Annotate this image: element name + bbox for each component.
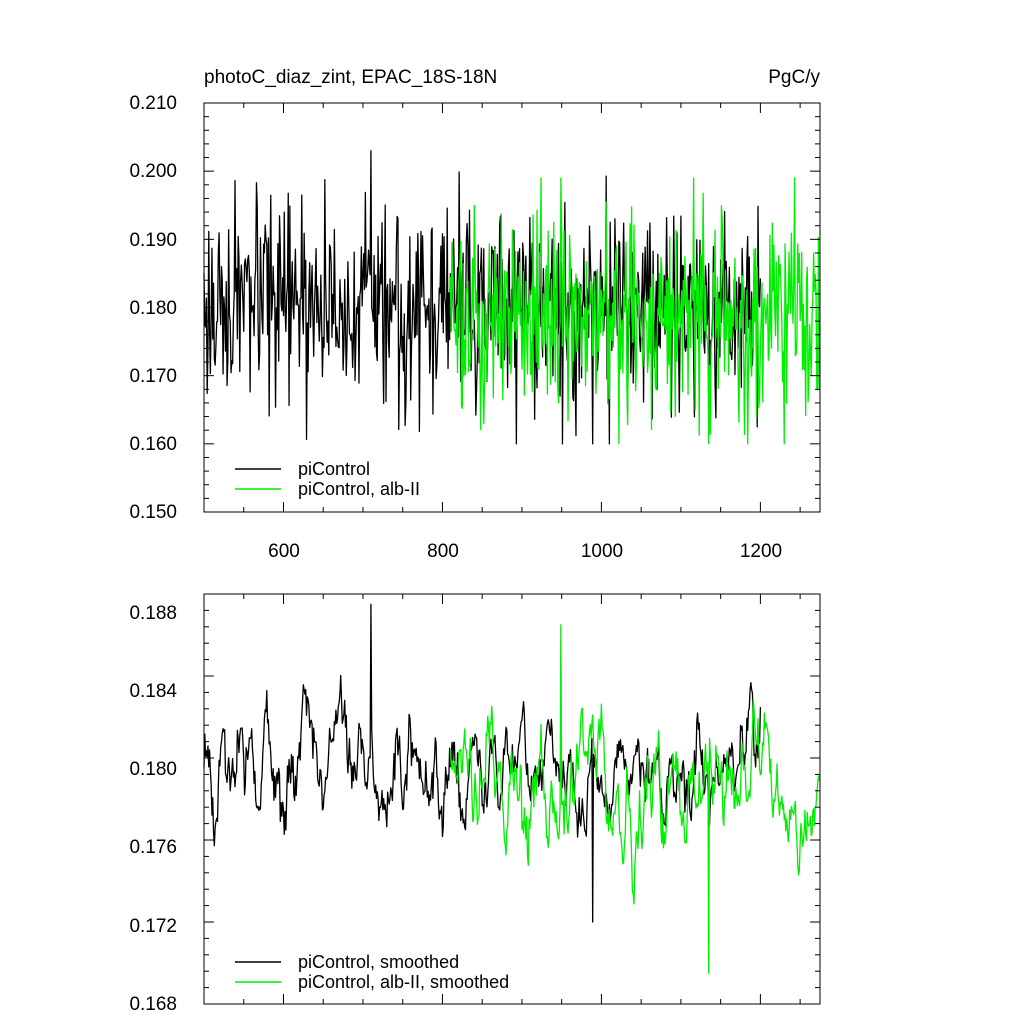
y-tick-label: 0.188: [129, 603, 177, 624]
top-x-tick-labels: 600 800 1000 1200: [268, 541, 782, 562]
y-tick-label: 0.150: [129, 502, 177, 523]
legend-label: piControl, alb-II: [298, 479, 420, 499]
top-plot-lines: [203, 150, 821, 445]
y-tick-label: 0.176: [129, 837, 177, 858]
x-tick-label: 1200: [740, 541, 782, 562]
y-tick-label: 0.180: [129, 298, 177, 319]
y-tick-label: 0.190: [129, 230, 177, 251]
series-line-1: [449, 177, 821, 445]
y-tick-label: 0.172: [129, 916, 177, 937]
x-tick-label: 800: [427, 541, 459, 562]
top-plot-frame: [203, 102, 821, 513]
y-tick-label: 0.184: [129, 681, 177, 702]
units-label: PgC/y: [768, 67, 820, 88]
y-tick-label: 0.210: [129, 93, 177, 114]
y-tick-label: 0.160: [129, 434, 177, 455]
top-y-tick-labels: 0.150 0.160 0.170 0.180 0.190 0.200 0.21…: [129, 93, 177, 523]
x-tick-label: 600: [268, 541, 300, 562]
top-panel: photoC_diaz_zint, EPAC_18S-18N PgC/y 0.1…: [129, 67, 821, 562]
bottom-plot-lines: [203, 603, 821, 974]
legend-label: piControl: [298, 459, 370, 479]
y-tick-label: 0.200: [129, 161, 177, 182]
y-tick-label: 0.168: [129, 994, 177, 1015]
bottom-plot-frame: [203, 593, 821, 1005]
bottom-legend: piControl, smoothed piControl, alb-II, s…: [235, 952, 509, 992]
y-tick-label: 0.180: [129, 759, 177, 780]
y-tick-label: 0.170: [129, 366, 177, 387]
bottom-y-tick-labels: 0.168 0.172 0.176 0.180 0.184 0.188: [129, 603, 177, 1015]
bottom-axis-ticks: [204, 593, 820, 1005]
x-tick-label: 1000: [581, 541, 623, 562]
top-axis-ticks: [204, 102, 820, 513]
top-legend: piControl piControl, alb-II: [235, 459, 420, 499]
legend-label: piControl, alb-II, smoothed: [298, 972, 509, 992]
series-line-1: [449, 624, 821, 974]
bottom-panel: 0.168 0.172 0.176 0.180 0.184 0.188 piCo…: [129, 593, 821, 1015]
chart-title: photoC_diaz_zint, EPAC_18S-18N: [204, 67, 497, 88]
legend-label: piControl, smoothed: [298, 952, 459, 972]
